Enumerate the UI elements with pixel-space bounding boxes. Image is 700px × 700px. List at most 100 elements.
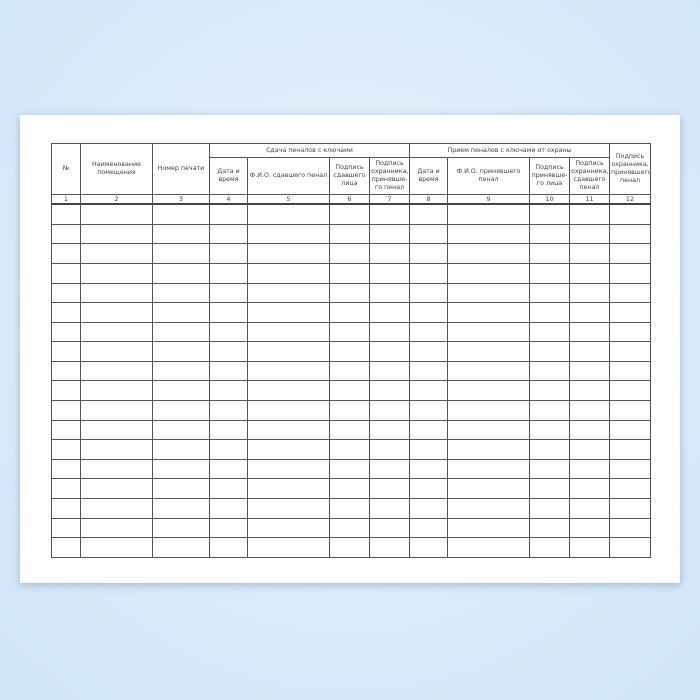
empty-cell — [529, 321, 571, 343]
table-row — [51, 517, 652, 539]
empty-cell — [329, 243, 370, 264]
empty-cell — [152, 302, 210, 323]
empty-cell — [569, 517, 611, 539]
empty-cell — [80, 262, 153, 284]
column-number: 3 — [152, 194, 210, 206]
empty-cell — [51, 203, 81, 225]
header-c12: Подпись охранника, принявшего пенал — [609, 143, 652, 195]
empty-cell — [209, 341, 248, 362]
empty-cell — [529, 478, 571, 500]
empty-cell — [329, 419, 370, 441]
empty-cell — [368, 419, 411, 441]
empty-cell — [152, 517, 210, 539]
empty-cell — [152, 262, 210, 284]
empty-cell — [609, 498, 652, 519]
header-c6: Подпись сдавшего лица — [329, 157, 370, 195]
empty-cell — [569, 537, 611, 558]
empty-cell — [447, 537, 531, 558]
table-row — [51, 302, 652, 323]
column-number: 6 — [329, 194, 370, 206]
empty-cell — [609, 419, 652, 441]
empty-cell — [247, 419, 330, 441]
header-c4: Дата и время — [209, 157, 248, 195]
empty-cell — [152, 203, 210, 225]
empty-cell — [569, 439, 611, 460]
empty-cell — [209, 262, 248, 284]
empty-cell — [80, 400, 153, 421]
empty-cell — [529, 262, 571, 284]
empty-cell — [80, 321, 153, 343]
empty-cell — [80, 478, 153, 500]
empty-cell — [368, 302, 411, 323]
empty-cell — [409, 400, 449, 421]
empty-cell — [152, 380, 210, 402]
empty-cell — [80, 282, 153, 304]
empty-cell — [609, 203, 652, 225]
empty-cell — [51, 223, 81, 245]
empty-cell — [247, 439, 330, 460]
empty-cell — [247, 400, 330, 421]
empty-cell — [409, 380, 449, 402]
empty-cell — [529, 458, 571, 480]
empty-cell — [368, 321, 411, 343]
column-number: 4 — [209, 194, 248, 206]
empty-cell — [368, 243, 411, 264]
header-c10: Подпись принявше-го лица — [529, 157, 571, 195]
empty-cell — [447, 243, 531, 264]
empty-cell — [447, 282, 531, 304]
empty-cell — [529, 203, 571, 225]
empty-cell — [368, 223, 411, 245]
empty-cell — [368, 439, 411, 460]
empty-cell — [80, 203, 153, 225]
empty-cell — [247, 478, 330, 500]
empty-cell — [209, 458, 248, 480]
empty-cell — [609, 439, 652, 460]
header-no: № — [51, 143, 81, 195]
empty-cell — [247, 537, 330, 558]
empty-cell — [447, 360, 531, 382]
empty-cell — [529, 419, 571, 441]
empty-cell — [329, 282, 370, 304]
empty-cell — [329, 360, 370, 382]
empty-cell — [368, 203, 411, 225]
empty-cell — [569, 360, 611, 382]
empty-cell — [152, 478, 210, 500]
empty-cell — [447, 302, 531, 323]
empty-cell — [409, 321, 449, 343]
empty-cell — [368, 282, 411, 304]
empty-cell — [609, 302, 652, 323]
empty-cell — [51, 360, 81, 382]
form-sheet: № Наименование помещения Номер печати Сд… — [20, 115, 680, 583]
empty-cell — [609, 360, 652, 382]
empty-cell — [80, 243, 153, 264]
empty-cell — [447, 321, 531, 343]
empty-cell — [409, 282, 449, 304]
empty-cell — [247, 262, 330, 284]
table-row — [51, 321, 652, 343]
table-row — [51, 223, 652, 245]
empty-cell — [247, 321, 330, 343]
empty-cell — [569, 282, 611, 304]
empty-cell — [209, 498, 248, 519]
empty-cell — [529, 243, 571, 264]
empty-cell — [329, 439, 370, 460]
empty-cell — [329, 400, 370, 421]
empty-cell — [329, 341, 370, 362]
empty-cell — [529, 400, 571, 421]
header-group-receive: Прием пеналов с ключами от охраны — [409, 143, 611, 158]
empty-cell — [409, 223, 449, 245]
empty-cell — [51, 341, 81, 362]
table-row — [51, 360, 652, 382]
empty-cell — [80, 419, 153, 441]
empty-cell — [447, 419, 531, 441]
empty-cell — [247, 302, 330, 323]
empty-cell — [247, 498, 330, 519]
empty-cell — [209, 282, 248, 304]
empty-cell — [152, 419, 210, 441]
empty-cell — [247, 341, 330, 362]
empty-cell — [152, 321, 210, 343]
empty-cell — [209, 439, 248, 460]
empty-cell — [409, 419, 449, 441]
empty-cell — [368, 341, 411, 362]
empty-cell — [447, 380, 531, 402]
